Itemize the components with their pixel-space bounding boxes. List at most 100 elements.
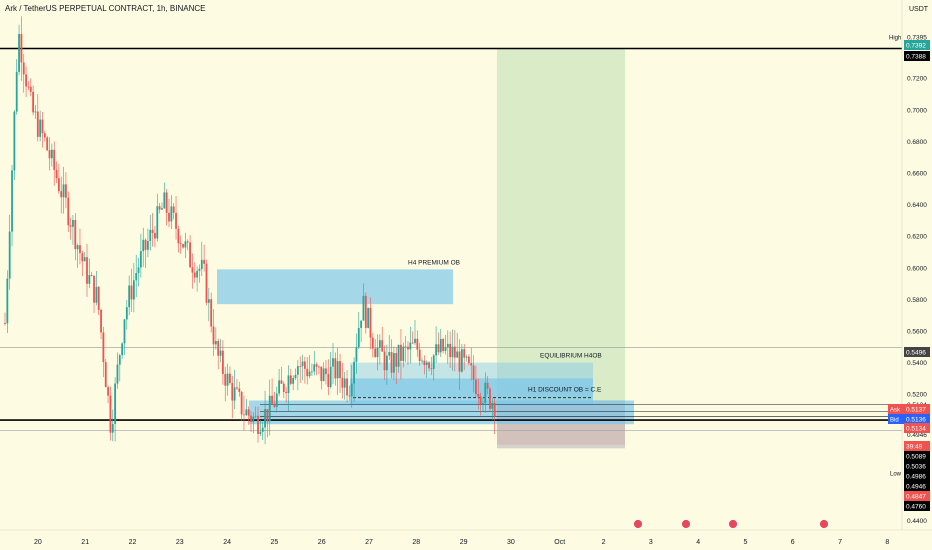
candle-body	[111, 423, 114, 433]
candle-body	[151, 229, 154, 233]
candle-body	[289, 375, 292, 384]
price-tag	[904, 491, 930, 501]
candle-body	[378, 340, 381, 348]
x-tick-label: 8	[885, 539, 889, 546]
candle-body	[8, 231, 11, 279]
price-tag-value: 0.5089	[906, 454, 926, 461]
currency-label: USDT	[909, 6, 929, 13]
candle-body	[348, 395, 351, 397]
candle-body	[385, 355, 388, 371]
price-tag	[904, 51, 930, 61]
candle-body	[170, 206, 173, 222]
price-tag	[904, 501, 930, 511]
candle-body	[472, 365, 475, 380]
candle-body	[231, 383, 234, 401]
candle-body	[172, 206, 175, 213]
candle-body	[435, 344, 437, 356]
y-tick-label: 0.6600	[907, 171, 927, 178]
candle-body	[158, 206, 161, 210]
candle-body	[458, 351, 461, 372]
price-tag-label: Ask	[890, 408, 901, 414]
candle-body	[357, 327, 360, 348]
price-tag-value: 0.4986	[906, 474, 926, 481]
candle-body	[132, 280, 135, 300]
price-tag	[904, 451, 930, 461]
candle-body	[381, 340, 384, 352]
candle-body	[36, 111, 39, 137]
price-tag-value: 0.5137	[906, 407, 926, 414]
candle-body	[163, 192, 166, 209]
candle-body	[142, 239, 145, 252]
candle-body	[243, 414, 245, 416]
price-tag	[904, 481, 930, 491]
price-tag-value: 39:49	[906, 444, 923, 451]
candle-body	[128, 285, 131, 308]
candle-body	[282, 383, 285, 392]
candle-body	[362, 295, 365, 321]
candle-body	[60, 191, 63, 198]
candle-body	[456, 351, 459, 358]
candle-body	[156, 206, 159, 239]
candle-body	[191, 267, 194, 273]
candle-body	[315, 364, 318, 367]
candle-body	[278, 380, 281, 394]
candle-body	[444, 347, 447, 351]
candle-body	[252, 416, 255, 422]
price-tag	[904, 423, 930, 433]
us-event-icon	[728, 519, 738, 529]
candle-body	[465, 356, 468, 358]
candle-body	[168, 212, 170, 222]
candle-body	[486, 382, 489, 389]
candle-body	[334, 358, 337, 379]
candle-body	[308, 371, 311, 377]
candle-body	[402, 346, 405, 361]
candle-body	[212, 326, 215, 345]
price-tag-value: 0.4946	[906, 484, 926, 491]
candle-body	[423, 360, 426, 365]
candle-body	[409, 342, 412, 350]
candle-body	[393, 353, 395, 373]
candle-body	[74, 220, 77, 250]
candle-body	[341, 377, 344, 388]
candle-body	[479, 396, 482, 404]
zone-2	[350, 378, 593, 405]
candle-body	[400, 344, 402, 361]
zone-3	[249, 400, 634, 425]
candle-body	[144, 239, 147, 250]
candle-body	[285, 391, 288, 394]
candle-body	[376, 347, 379, 358]
candle-body	[395, 353, 398, 367]
candle-body	[446, 343, 449, 348]
candle-body	[367, 307, 370, 328]
x-tick-label: 6	[791, 539, 795, 546]
candle-body	[186, 241, 189, 243]
candle-body	[69, 225, 72, 227]
x-tick-label: 28	[412, 539, 420, 546]
candle-body	[421, 360, 423, 362]
candle-body	[453, 346, 456, 358]
candle-body	[437, 344, 440, 353]
candle-body	[179, 243, 182, 245]
candle-body	[371, 337, 374, 349]
x-tick-label: 27	[365, 539, 373, 546]
candle-body	[50, 149, 53, 159]
x-tick-label: 21	[81, 539, 89, 546]
candle-body	[390, 352, 393, 373]
target-zone	[497, 48, 625, 405]
candle-body	[6, 278, 9, 324]
price-tag-value: 0.5496	[906, 350, 926, 357]
candle-body	[57, 178, 60, 192]
candle-body	[34, 111, 37, 113]
candle-body	[93, 275, 95, 303]
candle-body	[238, 388, 241, 392]
candle-body	[416, 338, 419, 350]
candle-body	[27, 86, 30, 88]
candle-body	[95, 286, 98, 303]
high-value: 0.7395	[907, 34, 927, 41]
candle-body	[374, 348, 377, 358]
candle-body	[259, 431, 262, 434]
candle-body	[25, 74, 27, 87]
candle-body	[397, 344, 400, 367]
